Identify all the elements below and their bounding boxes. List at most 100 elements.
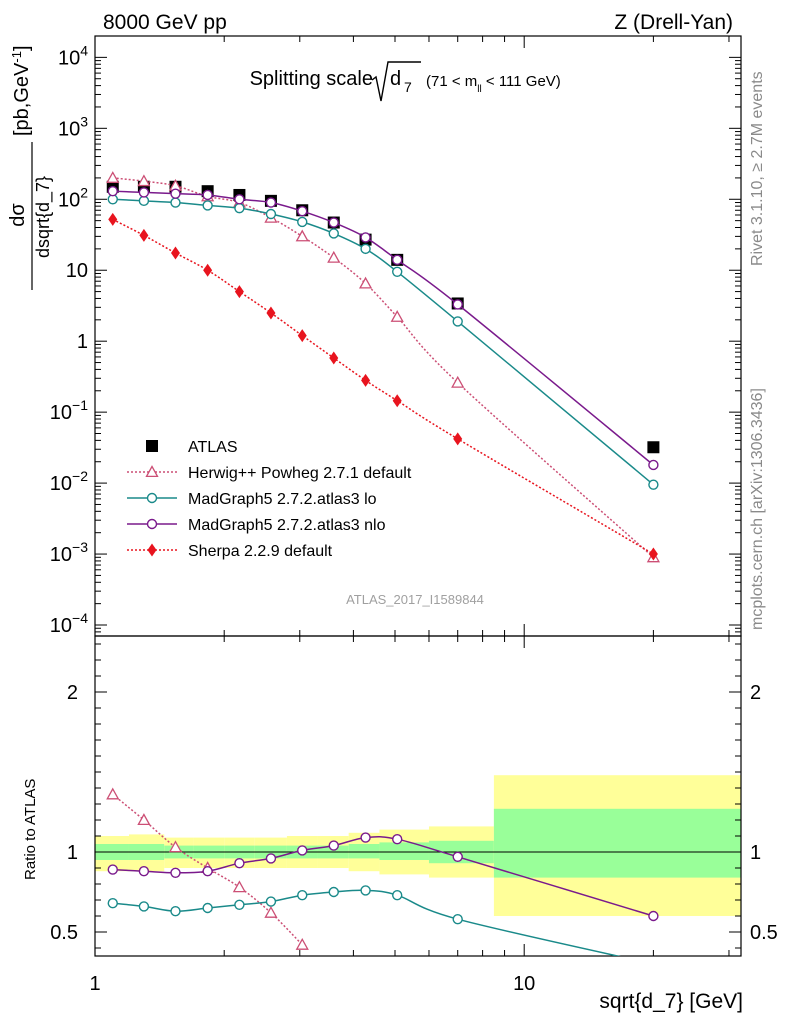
main-mg_nlo-point-2	[170, 188, 181, 199]
main-herwig-point-8	[358, 276, 373, 289]
legend-marker-atlas	[146, 440, 158, 452]
ratio-mg_nlo-point-10	[452, 851, 463, 862]
y-tick-label-main: 10−2	[50, 468, 88, 495]
main-sherpa-point-2	[170, 246, 180, 260]
axis-ticks: 1 10 10−4 10−3 10−2 10−1 1 10 102 103 104 0.5 0.5 1 1 2…	[50, 35, 778, 995]
y-tick-label-main: 103	[58, 113, 88, 140]
main-mg_nlo-point-0	[107, 185, 118, 197]
main-mg_lo-point-3	[202, 200, 213, 211]
band-inner-9	[379, 842, 429, 860]
y-tick-label-ratio-left-0.5: 0.5	[50, 922, 78, 944]
mcplots-label: mcplots.cern.ch [arXiv:1306.3436]	[749, 388, 766, 630]
y-tick-label-ratio-left-2: 2	[67, 682, 78, 704]
ratio-mg_lo-point-6	[297, 890, 308, 901]
ratio-mg_nlo-point-6	[297, 845, 308, 856]
main-mg_lo-point-5	[265, 208, 277, 220]
title-sym: d	[390, 68, 401, 90]
legend-marker-sherpa	[147, 543, 157, 557]
main-mg_nlo-line	[112, 190, 654, 466]
ratio-mg_lo-point-2	[170, 906, 181, 917]
legend-label-mg_nlo: MadGraph5 2.7.2.atlas3 nlo	[188, 517, 386, 534]
y-tick-label-ratio-left-1: 1	[67, 842, 78, 864]
main-herwig-point-9	[390, 310, 404, 322]
y-tick-label-main: 10−4	[50, 610, 88, 637]
ratio-mg_nlo-point-0	[107, 864, 118, 875]
ratio-mg_nlo-point-2	[170, 867, 181, 878]
data-series	[106, 171, 660, 956]
main-mg_nlo-point-4	[234, 194, 245, 205]
y-axis-label-bottom: Ratio to ATLAS	[22, 779, 39, 880]
main-herwig-point-10	[451, 375, 465, 388]
y-tick-label-main: 102	[58, 184, 88, 211]
main-sherpa-point-7	[329, 351, 339, 365]
legend-label-atlas: ATLAS	[188, 439, 238, 456]
watermark: ATLAS_2017_I1589844	[346, 592, 484, 607]
main-mg_nlo-point-7	[328, 217, 339, 228]
main-mg_lo-point-7	[328, 228, 339, 239]
ratio-mg_nlo-point-4	[234, 858, 245, 869]
main-mg_lo-point-11	[648, 479, 659, 490]
ratio-herwig-point-0	[106, 787, 120, 800]
panel-title: Splitting scale d 7 (71 < mll < 111 GeV)	[250, 61, 561, 102]
ratio-herwig-point-5	[264, 905, 278, 918]
main-mg_nlo-point-3	[202, 189, 213, 201]
main-mg_nlo-point-1	[138, 187, 150, 198]
ratio-panel-frame	[94, 635, 742, 957]
legend-label-sherpa: Sherpa 2.2.9 default	[188, 543, 333, 560]
ratio-mg_lo-point-4	[234, 899, 245, 910]
main-mg_nlo-point-11	[648, 459, 659, 471]
main-mg_lo-point-2	[170, 197, 181, 208]
ratio-mg_lo-point-10	[452, 914, 463, 925]
title-main: Splitting scale	[250, 68, 373, 90]
legend-label-mg_lo: MadGraph5 2.7.2.atlas3 lo	[188, 491, 377, 508]
header-left: 8000 GeV pp	[103, 11, 227, 34]
ratio-mg_lo-point-5	[265, 896, 277, 907]
ratio-mg_lo-point-0	[107, 898, 118, 909]
main-sherpa-line	[112, 218, 654, 555]
main-mg_lo-point-10	[452, 316, 463, 327]
main-mg_lo-point-1	[138, 195, 150, 207]
ratio-mg_nlo-point-7	[328, 840, 339, 851]
main-sherpa-point-8	[361, 373, 371, 387]
legend-marker-mg_lo	[146, 492, 158, 504]
y-tick-label-ratio-right-1: 1	[750, 842, 761, 864]
ylabel-unit: [pb,GeV-1]	[9, 45, 33, 136]
ratio-mg_nlo-point-5	[265, 853, 277, 864]
main-sherpa-point-1	[139, 228, 149, 242]
legend-label-herwig: Herwig++ Powheg 2.7.1 default	[188, 465, 412, 482]
ratio-herwig-point-2	[168, 840, 183, 853]
main-sherpa-point-11	[648, 547, 658, 561]
ratio-mg_nlo-point-8	[360, 832, 371, 843]
y-tick-label-main: 104	[58, 42, 88, 69]
ratio-mg_nlo-point-1	[138, 866, 150, 877]
main-mg_lo-point-4	[234, 202, 245, 214]
x-tick-label-1: 1	[89, 973, 100, 995]
y-tick-label-ratio-right-0.5: 0.5	[750, 922, 778, 944]
main-mg_nlo-point-10	[452, 299, 463, 310]
main-mg_lo-point-9	[392, 266, 403, 278]
main-mg_nlo-point-9	[392, 254, 403, 266]
legend: ATLAS Herwig++ Powheg 2.7.1 default MadGra…	[127, 439, 412, 560]
main-mg_nlo-point-6	[297, 205, 308, 217]
ratio-mg_nlo-point-9	[392, 834, 403, 845]
ratio-mg_nlo-point-11	[648, 910, 659, 922]
title-sub: 7	[404, 79, 412, 95]
ratio-mg_lo-point-8	[360, 885, 371, 896]
x-axis-label: sqrt{d_7} [GeV]	[599, 990, 743, 1013]
sqrt-symbol	[371, 61, 421, 102]
main-mg_nlo-point-5	[265, 197, 277, 208]
legend-marker-herwig	[145, 465, 159, 478]
legend-marker-mg_nlo	[146, 518, 158, 530]
band-inner-8	[348, 844, 380, 859]
ylabel-num: dσ	[7, 203, 29, 227]
ratio-mg_lo-point-1	[138, 901, 150, 912]
main-sherpa-point-9	[392, 394, 402, 408]
y-tick-label-main: 1	[77, 331, 88, 353]
main-mg_lo-point-6	[297, 216, 308, 228]
title-range: (71 < mll < 111 GeV)	[426, 73, 561, 95]
y-axis-label-top: dσ dsqrt{d_7} [pb,GeV-1]	[7, 45, 54, 290]
main-sherpa-point-5	[266, 306, 276, 320]
main-mg_lo-point-8	[360, 243, 371, 255]
band-inner-11	[493, 808, 741, 878]
